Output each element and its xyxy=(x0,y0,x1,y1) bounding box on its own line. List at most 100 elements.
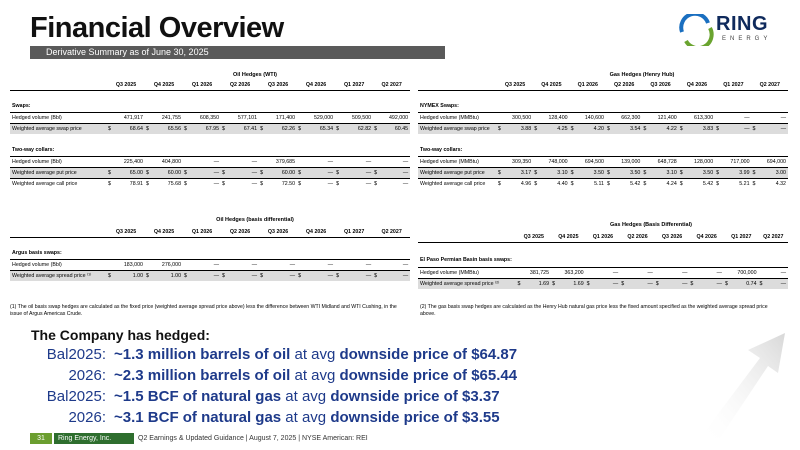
hedge-year: Bal2025: xyxy=(46,388,106,405)
cell: 139,000 xyxy=(621,158,641,165)
hedge-line: 2026: ~2.3 million barrels of oil at avg … xyxy=(30,367,517,384)
hedge-downside: downside price of $64.87 xyxy=(339,346,518,363)
cell: — xyxy=(402,261,409,268)
cell: 700,000 xyxy=(737,269,757,276)
cell: 3.83 xyxy=(687,122,716,134)
cell: 171,400 xyxy=(275,114,296,121)
row-label: Hedged volume (Bbl) xyxy=(12,261,62,268)
hedge-mid: at avg xyxy=(281,409,331,426)
col-header: Q1 2026 xyxy=(585,232,621,243)
cell: — xyxy=(327,158,334,165)
logo-ring: RING xyxy=(716,13,768,35)
cell: 60.45 xyxy=(382,122,411,134)
cell: 717,000 xyxy=(730,158,750,165)
cell: 379,685 xyxy=(275,158,296,165)
cell: 5.42 xyxy=(615,177,643,189)
cell: — xyxy=(780,269,786,276)
col-header: Q2 2026 xyxy=(605,80,643,91)
cell: — xyxy=(382,177,411,189)
cell: 648,728 xyxy=(657,158,677,165)
logo-energy: ENERGY xyxy=(722,36,772,42)
table-row: Weighted average put price $65.00 $60.00 $… xyxy=(10,166,411,178)
cell: — xyxy=(213,158,220,165)
hedge-amount: ~3.1 BCF of natural gas xyxy=(114,409,282,426)
col-header: Q3 2026 xyxy=(259,227,298,238)
table-header-row: Q3 2025 Q4 2025 Q1 2026 Q2 2026 Q3 2026 Q4 20… xyxy=(10,227,411,238)
cell: 183,000 xyxy=(123,261,144,268)
col-header: Q4 2025 xyxy=(551,232,586,243)
cell: 72.50 xyxy=(268,177,298,189)
cell: — xyxy=(594,277,621,289)
cell: — xyxy=(365,261,372,268)
cell: 662,300 xyxy=(621,114,641,121)
cell: — xyxy=(230,166,260,178)
cell: 4.96 xyxy=(505,177,534,189)
cell: — xyxy=(402,158,409,165)
footer-text: Q2 Earnings & Updated Guidance | August … xyxy=(138,435,368,442)
row-label: Weighted average spread price ⁽¹⁾ xyxy=(10,269,107,281)
subtitle-bar: Derivative Summary as of June 30, 2025 xyxy=(30,46,445,59)
hedge-line: Bal2025: ~1.3 million barrels of oil at a… xyxy=(30,346,517,363)
cell: — xyxy=(306,177,336,189)
col-header: Q3 2026 xyxy=(654,232,690,243)
cell: — xyxy=(744,114,750,121)
page-number: 31 xyxy=(30,433,52,444)
cell: — xyxy=(682,269,688,276)
cell: 4.24 xyxy=(651,177,679,189)
section-label: Two-way collars: xyxy=(418,145,497,157)
row-label: Weighted average swap price xyxy=(418,122,497,134)
col-header: Q2 2026 xyxy=(620,232,655,243)
cell: 300,500 xyxy=(512,114,532,121)
cell: — xyxy=(213,261,220,268)
cell: 471,917 xyxy=(123,114,144,121)
cell: 4.40 xyxy=(542,177,570,189)
hedge-amount: ~1.3 million barrels of oil xyxy=(114,346,291,363)
row-label: Weighted average call price xyxy=(10,177,107,189)
row-label: Hedged volume (MMBtu) xyxy=(420,114,479,121)
col-header: Q3 2025 xyxy=(496,80,534,91)
cell: 121,400 xyxy=(657,114,677,121)
row-label: Weighted average put price xyxy=(10,166,107,178)
gas-hedges-table: Q3 2025 Q4 2025 Q1 2026 Q2 2026 Q3 2026 Q4 20… xyxy=(418,80,788,189)
hedge-downside: downside price of $65.44 xyxy=(339,367,518,384)
cell: 5.21 xyxy=(724,177,752,189)
table-row: Weighted average put price $3.17 $3.10 $3.… xyxy=(418,166,788,178)
cell: 3.00 xyxy=(760,166,788,178)
cell: 613,300 xyxy=(694,114,714,121)
gas-hedges-caption: Gas Hedges (Henry Hub) xyxy=(609,72,675,78)
table-row: Hedged volume (Bbl) 183,000 276,000 — — — — — — xyxy=(10,259,410,270)
row-label: Weighted average put price xyxy=(418,166,497,178)
row-label: Weighted average swap price xyxy=(10,122,107,134)
oil-basis-table: Q3 2025 Q4 2025 Q1 2026 Q2 2026 Q3 2026 Q4 20… xyxy=(10,227,411,281)
section-label: NYMEX Swaps: xyxy=(418,101,497,113)
col-header: Q3 2025 xyxy=(516,232,552,243)
cell: 4.32 xyxy=(760,177,788,189)
ring-logo-icon xyxy=(679,14,714,46)
cell: 492,000 xyxy=(388,114,409,121)
col-header: Q2 2027 xyxy=(373,80,411,91)
cell: — xyxy=(344,177,374,189)
cell: 4.20 xyxy=(578,122,606,134)
hedge-downside: downside price of $3.55 xyxy=(330,409,500,426)
cell: 1.00 xyxy=(154,269,184,281)
cell: 694,000 xyxy=(766,158,786,165)
cell: — xyxy=(716,269,722,276)
cell: — xyxy=(628,277,655,289)
table-row: Weighted average swap price $68.64 $65.56… xyxy=(10,122,411,134)
cell: 529,000 xyxy=(313,114,334,121)
col-header: Q3 2026 xyxy=(259,80,298,91)
cell: — xyxy=(192,269,222,281)
cell: 577,101 xyxy=(237,114,258,121)
col-header: Q4 2025 xyxy=(533,80,570,91)
footnote-2: (2) The gas basis swap hedges are calcul… xyxy=(420,304,768,317)
cell: 1.69 xyxy=(559,277,586,289)
col-header: Q4 2026 xyxy=(297,80,336,91)
cell: — xyxy=(192,166,222,178)
gas-basis-table: Q3 2025 Q4 2025 Q1 2026 Q2 2026 Q3 2026 Q4 20… xyxy=(418,232,788,289)
col-header: Q2 2027 xyxy=(758,232,788,243)
table-row: Hedged volume (MMBtu) 300,500 128,400 140,… xyxy=(418,112,788,123)
cell: — xyxy=(306,269,336,281)
hedge-downside: downside price of $3.37 xyxy=(330,388,500,405)
cell: 3.99 xyxy=(724,166,752,178)
table-row: Weighted average spread price ⁽¹⁾ $1.00 $… xyxy=(10,269,411,281)
